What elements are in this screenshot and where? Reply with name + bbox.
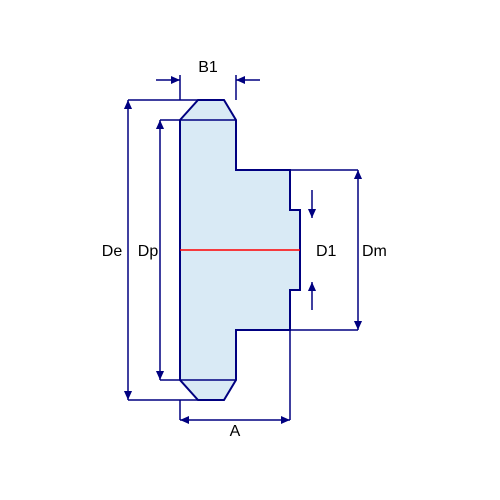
dim-label-Dm: Dm (362, 243, 387, 260)
dim-label-B1: B1 (198, 59, 218, 76)
diagram-container: B1 De Dp D1 Dm A (0, 0, 500, 500)
dim-D1: D1 (308, 190, 337, 310)
dim-label-De: De (102, 243, 123, 260)
dim-Dp: Dp (138, 120, 164, 380)
dim-label-Dp: Dp (138, 243, 159, 260)
dim-label-A: A (230, 423, 241, 440)
sprocket-diagram: B1 De Dp D1 Dm A (0, 0, 500, 500)
dim-B1: B1 (156, 59, 260, 100)
dim-De: De (102, 100, 132, 400)
dim-Dm: Dm (354, 170, 387, 330)
dim-label-D1: D1 (316, 243, 337, 260)
